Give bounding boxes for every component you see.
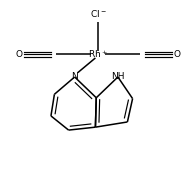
Text: O: O bbox=[173, 50, 180, 59]
Text: NH: NH bbox=[111, 72, 125, 81]
Text: Rh$^+$: Rh$^+$ bbox=[88, 49, 108, 60]
Text: Cl$^-$: Cl$^-$ bbox=[90, 8, 106, 19]
Text: O: O bbox=[16, 50, 23, 59]
Text: N: N bbox=[71, 72, 78, 81]
